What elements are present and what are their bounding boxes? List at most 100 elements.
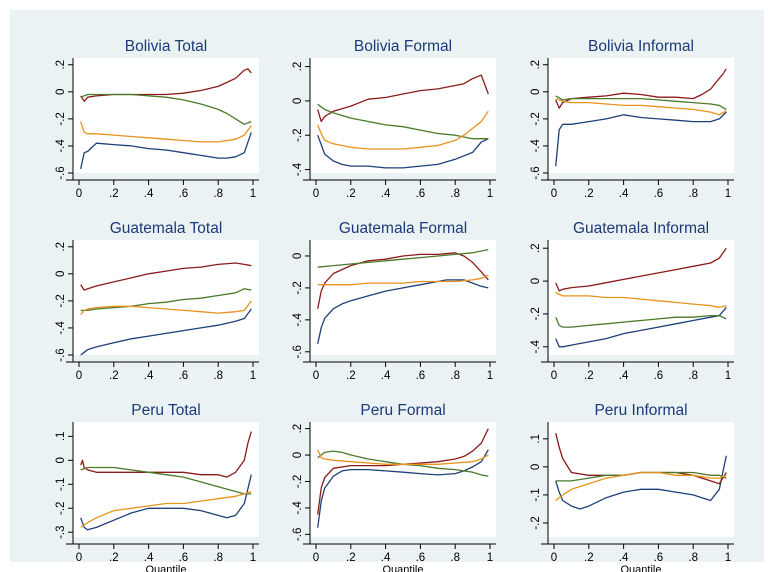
panel-1-x-tick-label: 1 — [250, 188, 256, 200]
panel-5-title: Guatemala Formal — [339, 220, 467, 237]
panel-5-series-2-line — [317, 252, 489, 309]
panel-8-x-tick-label: .8 — [450, 552, 460, 564]
panel-1-series-4-line — [80, 121, 252, 143]
panel-4: Guatemala Total -.6 -.4 -.2 0 .2 0 .2 .4 .6 .8 1 — [55, 220, 259, 382]
panel-9-series-1-line — [555, 455, 727, 510]
panel-8-series-4-line — [317, 449, 489, 465]
panel-9-x-tick-label: 0 — [551, 552, 557, 564]
panel-6-x-tick-label: .8 — [688, 370, 698, 382]
panel-4-x-tick-label: .6 — [179, 370, 189, 382]
panel-3-series-1-line — [555, 111, 727, 167]
panel-2-x-tick-label: .4 — [381, 188, 391, 200]
panel-3-y-tick-label: 0 — [530, 89, 542, 95]
panel-6-x-tick-label: .6 — [654, 370, 664, 382]
panel-9-x-tick-label: .2 — [584, 552, 594, 564]
panel-1-plot-area — [73, 58, 259, 173]
panel-2-y-tick-label: 0 — [292, 98, 304, 104]
panel-4-x-tick-label: 1 — [250, 370, 256, 382]
panel-6-series-3-line — [555, 314, 727, 328]
panel-4-series-1-line — [80, 308, 252, 356]
panel-1-x-tick-label: .2 — [109, 188, 119, 200]
panel-3: Bolivia Informal -.6 -.4 -.2 0 .2 0 .2 .4 .6 .8 1 — [530, 38, 734, 200]
panel-3-x-tick-label: .8 — [688, 188, 698, 200]
panel-5-x-tick-label: 0 — [313, 370, 319, 382]
panel-6-y-tick-label: -.4 — [530, 339, 542, 353]
panel-1-title: Bolivia Total — [125, 38, 207, 55]
panel-2-y-tick-label: .2 — [292, 62, 304, 72]
panel-7-series-3-line — [80, 466, 252, 495]
panel-7-series-4-line — [80, 490, 252, 528]
panel-8-title: Peru Formal — [360, 402, 445, 419]
panel-4-series-4-line — [80, 300, 252, 315]
panel-6-x-tick-label: 1 — [725, 370, 731, 382]
panel-7-y-tick-label: -.1 — [55, 478, 67, 491]
panel-6-y-tick-label: 0 — [530, 278, 542, 284]
panel-7-series-1-line — [80, 474, 252, 531]
panel-9: Peru Informal -.2 -.1 0 .1 0 .2 .4 .6 .8 1 Quantile — [530, 402, 734, 572]
panel-7: Peru Total -.3 -.2 -.1 0 .1 0 .2 .4 .6 .8 1 Quantile — [55, 402, 259, 572]
panel-1-y-tick-label: .2 — [55, 60, 67, 70]
panel-9-y-tick-label: -.1 — [530, 488, 542, 501]
panel-8-y-tick-label: -.4 — [292, 501, 304, 515]
panel-7-y-tick-label: -.2 — [55, 502, 67, 515]
panel-9-y-tick-label: .1 — [530, 434, 542, 444]
panel-4-y-tick-label: -.6 — [55, 348, 67, 361]
panel-8-y-tick-label: -.6 — [292, 528, 304, 541]
panel-3-x-tick-label: .2 — [584, 188, 594, 200]
panel-2-series-4-line — [317, 110, 489, 150]
panel-4-x-tick-label: .2 — [109, 370, 119, 382]
panel-7-x-tick-label: 0 — [76, 552, 82, 564]
panel-9-x-tick-label: .8 — [688, 552, 698, 564]
panel-7-x-tick-label: .4 — [144, 552, 154, 564]
panel-3-series-4-line — [555, 97, 727, 116]
panel-5-x-tick-label: .6 — [416, 370, 426, 382]
panel-4-title: Guatemala Total — [110, 220, 223, 237]
panel-8-x-tick-label: 1 — [487, 552, 493, 564]
panel-2-plot-area — [310, 58, 496, 173]
panel-3-x-tick-label: .6 — [654, 188, 664, 200]
panel-3-x-tick-label: 0 — [551, 188, 557, 200]
panel-7-y-tick-label: .1 — [55, 432, 67, 442]
panel-6-x-tick-label: 0 — [551, 370, 557, 382]
panel-5-series-4-line — [317, 274, 489, 286]
panel-3-x-tick-label: 1 — [725, 188, 731, 200]
panel-5-plot-area — [310, 240, 496, 355]
panel-5-y-tick-label: -.6 — [292, 345, 304, 358]
panel-9-x-tick-label: .4 — [619, 552, 629, 564]
panel-1-y-tick-label: -.6 — [55, 166, 67, 179]
panel-2-x-tick-label: 0 — [313, 188, 319, 200]
panel-7-plot-area — [73, 422, 259, 537]
panel-5-y-tick-label: 0 — [292, 253, 304, 259]
panel-7-y-tick-label: 0 — [55, 457, 67, 463]
panel-7-x-tick-label: .2 — [109, 552, 119, 564]
panel-3-y-tick-label: -.6 — [530, 166, 542, 179]
panel-4-y-tick-label: .2 — [55, 242, 67, 252]
panel-1-y-tick-label: -.2 — [55, 112, 67, 125]
panel-8-x-tick-label: 0 — [313, 552, 319, 564]
panel-8-y-tick-label: -.2 — [292, 475, 304, 488]
panel-4-x-tick-label: .8 — [213, 370, 223, 382]
panel-2: Bolivia Formal -.4 -.2 0 .2 0 .2 .4 .6 .8 1 — [292, 38, 496, 200]
panel-8-series-1-line — [317, 449, 489, 528]
panel-7-series-2-line — [80, 431, 252, 478]
panel-8-x-tick-label: .2 — [346, 552, 356, 564]
panel-6-y-tick-label: -.2 — [530, 307, 542, 320]
panel-4-plot-area — [73, 240, 259, 355]
panel-7-x-axis-label: Quantile — [146, 564, 187, 572]
panel-6-plot-area — [548, 240, 734, 355]
panel-2-y-tick-label: -.4 — [292, 162, 304, 176]
panel-2-title: Bolivia Formal — [354, 38, 452, 55]
panel-1-series-3-line — [80, 93, 252, 125]
panel-8-x-axis-label: Quantile — [383, 564, 424, 572]
panel-1-series-2-line — [80, 68, 252, 102]
panel-5-series-3-line — [317, 248, 489, 268]
panel-2-series-3-line — [317, 103, 489, 140]
panel-2-y-tick-label: -.2 — [292, 129, 304, 142]
panel-8-plot-area — [310, 422, 496, 537]
panel-6-y-tick-label: .2 — [530, 243, 542, 253]
panel-4-x-tick-label: 0 — [76, 370, 82, 382]
panel-8-x-tick-label: .6 — [416, 552, 426, 564]
panel-5: Guatemala Formal -.6 -.4 -.2 0 0 .2 .4 .6 .8 1 — [292, 220, 496, 382]
panel-9-title: Peru Informal — [594, 402, 687, 419]
panel-6-series-4-line — [555, 292, 727, 309]
